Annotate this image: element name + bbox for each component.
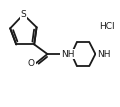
Text: HCl: HCl [100, 22, 115, 31]
Text: S: S [21, 10, 26, 19]
Text: NH: NH [61, 50, 75, 59]
Text: NH: NH [97, 50, 110, 59]
Text: O: O [28, 59, 35, 68]
